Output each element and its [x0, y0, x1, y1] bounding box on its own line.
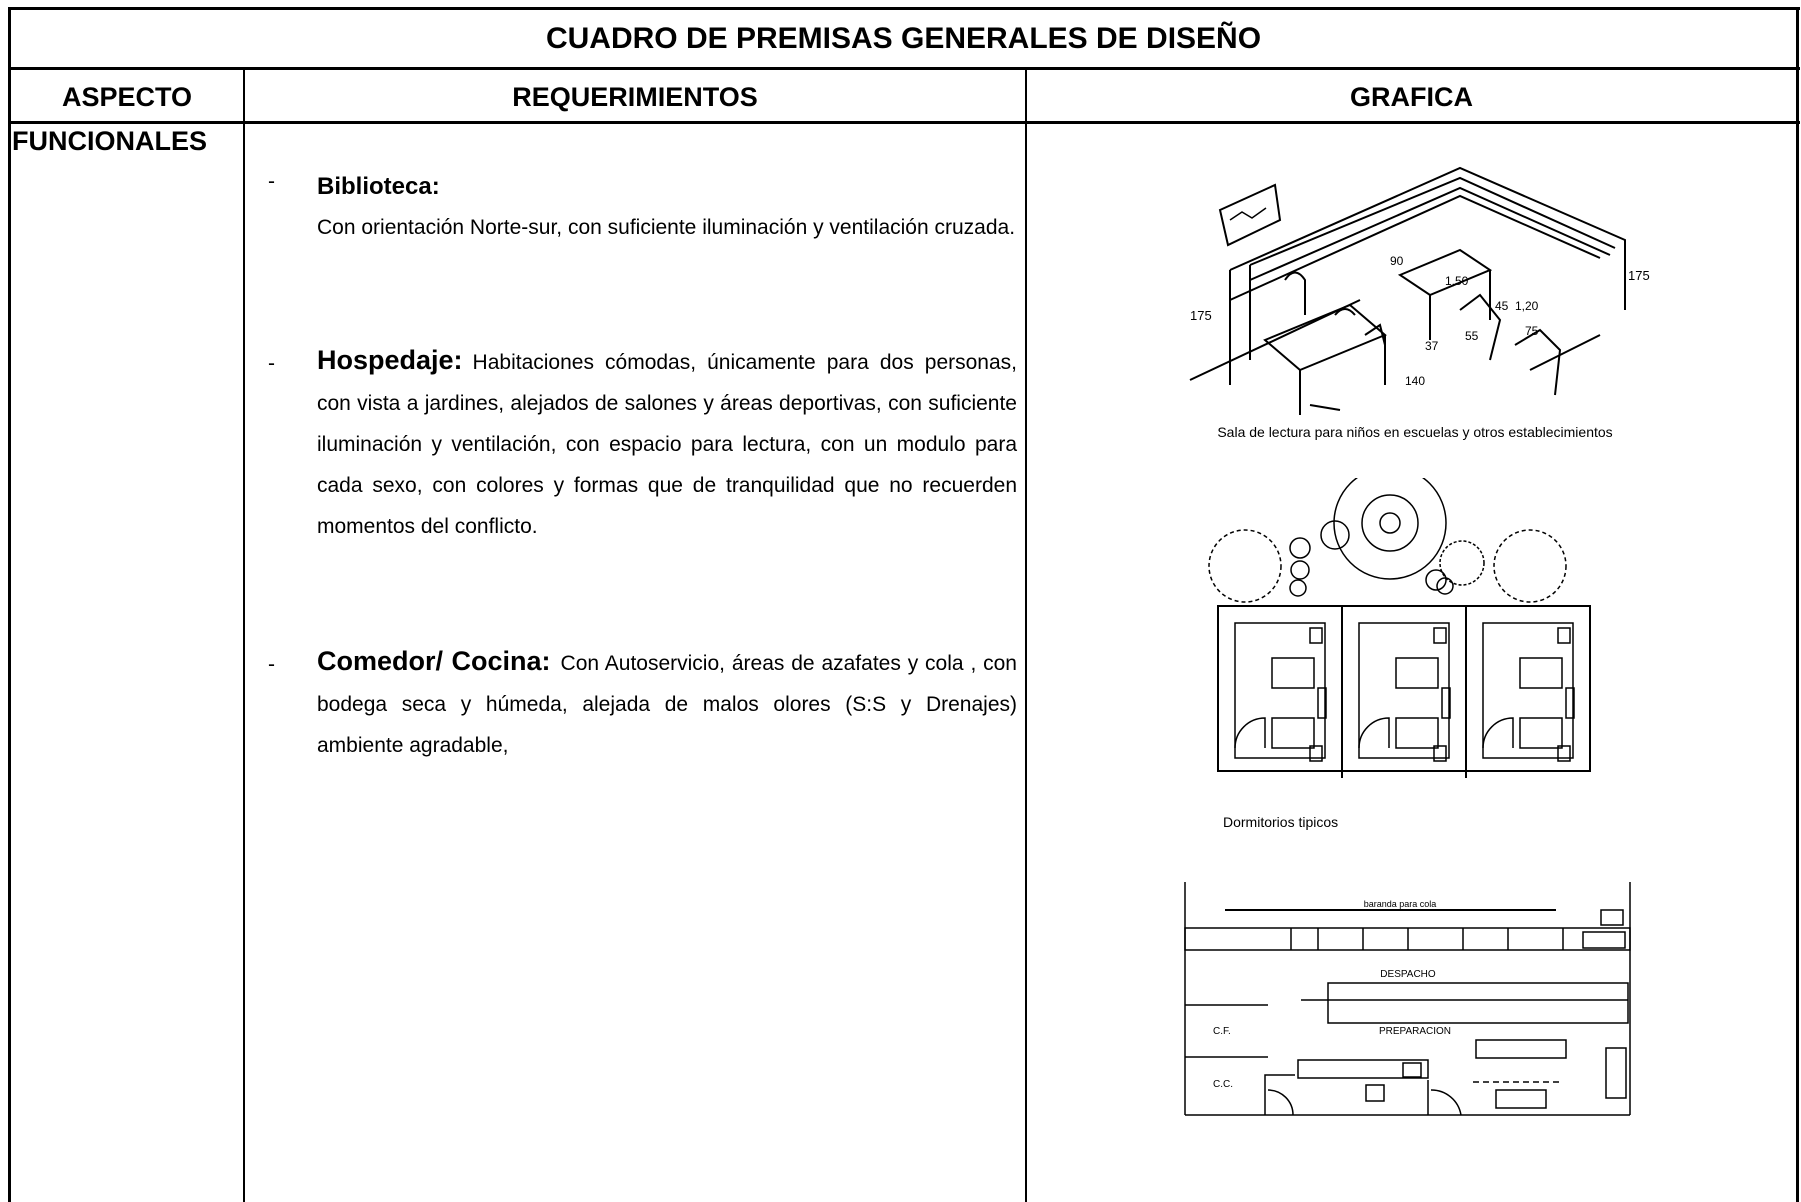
sketch-polygon [1218, 183, 1282, 247]
sketch-rect [1402, 1062, 1422, 1078]
dimension-label: 140 [1405, 374, 1425, 388]
dimension-label: 90 [1390, 254, 1404, 268]
sketch-rect [1600, 909, 1624, 926]
requirement-heading: Hospedaje: [317, 345, 463, 375]
sketch-path [1284, 271, 1562, 396]
dimension-label: 45 [1495, 299, 1509, 313]
dimension-label: 37 [1425, 339, 1439, 353]
sketch-rect [1297, 1059, 1429, 1079]
kitchen-sketch: baranda para cola DESPACHO PREPARACION C… [1184, 882, 1631, 1116]
requirement-text: Habitaciones cómodas, únicamente para do… [317, 351, 1017, 538]
sketch-path [1264, 1074, 1462, 1116]
sketch-rect [1495, 1089, 1547, 1109]
sketch-circle [1436, 577, 1454, 595]
dormitory-sketch [1208, 478, 1591, 778]
sketch-polyline [1249, 186, 1611, 281]
sketch-polyline [1229, 194, 1601, 301]
border [1796, 7, 1799, 1202]
sketch-circle [1493, 529, 1567, 603]
sketch-circle [1439, 540, 1485, 586]
sketch-polyline [1249, 176, 1616, 266]
sketch-rect [1365, 1084, 1385, 1102]
sketch-circle [1208, 529, 1282, 603]
requirement-heading: Biblioteca: [317, 173, 440, 200]
requirement-text: Con orientación Norte-sur, con suficient… [317, 216, 1016, 239]
border [1025, 67, 1027, 1202]
caption: Dormitorios tipicos [1223, 814, 1339, 830]
sketch-rect [1271, 657, 1315, 689]
requirement-heading: Comedor/ Cocina: [317, 646, 551, 676]
dimension-label: 1,50 [1445, 274, 1469, 288]
sketch-circle [1379, 512, 1401, 534]
sketch-rect [1327, 982, 1629, 1024]
plan-label: C.C. [1213, 1079, 1233, 1090]
sketch-rect [1309, 745, 1323, 762]
plan-label: PREPARACION [1379, 1026, 1451, 1037]
border [8, 7, 11, 1202]
plan-label: C.F. [1213, 1026, 1231, 1037]
sketch-rect [1317, 687, 1327, 719]
title: CUADRO DE PREMISAS GENERALES DE DISEÑO [545, 22, 1262, 55]
sketch-rect [1271, 717, 1315, 749]
sketch-polygon [1397, 248, 1493, 297]
sketch-circle [1361, 494, 1419, 552]
sketch-path [1234, 717, 1266, 749]
sketch-rect [1605, 1047, 1627, 1099]
sketch-rect [1217, 605, 1591, 772]
sketch-circle [1290, 560, 1310, 580]
sketch-use [1358, 622, 1451, 762]
border [243, 67, 245, 1202]
dimension-label: 55 [1465, 329, 1479, 343]
sketch-line [1309, 404, 1341, 411]
sketch-rect [1309, 627, 1323, 644]
sketch-circle [1289, 579, 1307, 597]
sketch-path [1229, 207, 1267, 221]
sketch-use [1482, 622, 1575, 762]
header: REQUERIMIENTOS [512, 81, 758, 112]
aspect: FUNCIONALES [12, 126, 207, 156]
plan-label: baranda para cola [1364, 899, 1437, 909]
sketch-g [1234, 622, 1327, 762]
bullet: - [268, 352, 275, 375]
sketch-circle [1425, 569, 1447, 591]
bullet: - [268, 170, 275, 193]
sketch-polyline [1229, 166, 1626, 310]
requirement: Comedor/ Cocina: Con Autoservicio, áreas … [317, 641, 1017, 766]
requirement: Biblioteca: Con orientación Norte-sur, c… [317, 166, 1017, 248]
sketch-circle [1289, 537, 1311, 559]
caption: Sala de lectura para niños en escuelas y… [1217, 424, 1613, 440]
sketch-circle [1320, 520, 1350, 550]
header: GRAFICA [1350, 81, 1473, 112]
plan-label: DESPACHO [1380, 969, 1436, 980]
sketch-circle [1333, 478, 1447, 580]
dimension-label: 175 [1628, 268, 1650, 283]
dimension-label: 175 [1190, 308, 1212, 323]
sketch-rect [1234, 622, 1326, 759]
library-sketch: 175 175 90 1,50 45 1,20 75 55 37 140 [1189, 166, 1650, 415]
border [9, 121, 1800, 124]
sketch-line [1529, 334, 1601, 371]
sketch-rect [1475, 1039, 1567, 1059]
bullet: - [268, 653, 275, 676]
border [9, 67, 1800, 70]
border [9, 7, 1800, 10]
dimension-label: 1,20 [1515, 299, 1539, 313]
requirement-text: Con Autoservicio, áreas de azafates y co… [317, 652, 1017, 757]
sketch-rect [1582, 931, 1626, 949]
requirement: Hospedaje: Habitaciones cómodas, únicamen… [317, 340, 1017, 547]
header: ASPECTO [61, 81, 193, 112]
dimension-label: 75 [1525, 324, 1539, 338]
sketch-polygon [1263, 303, 1387, 372]
